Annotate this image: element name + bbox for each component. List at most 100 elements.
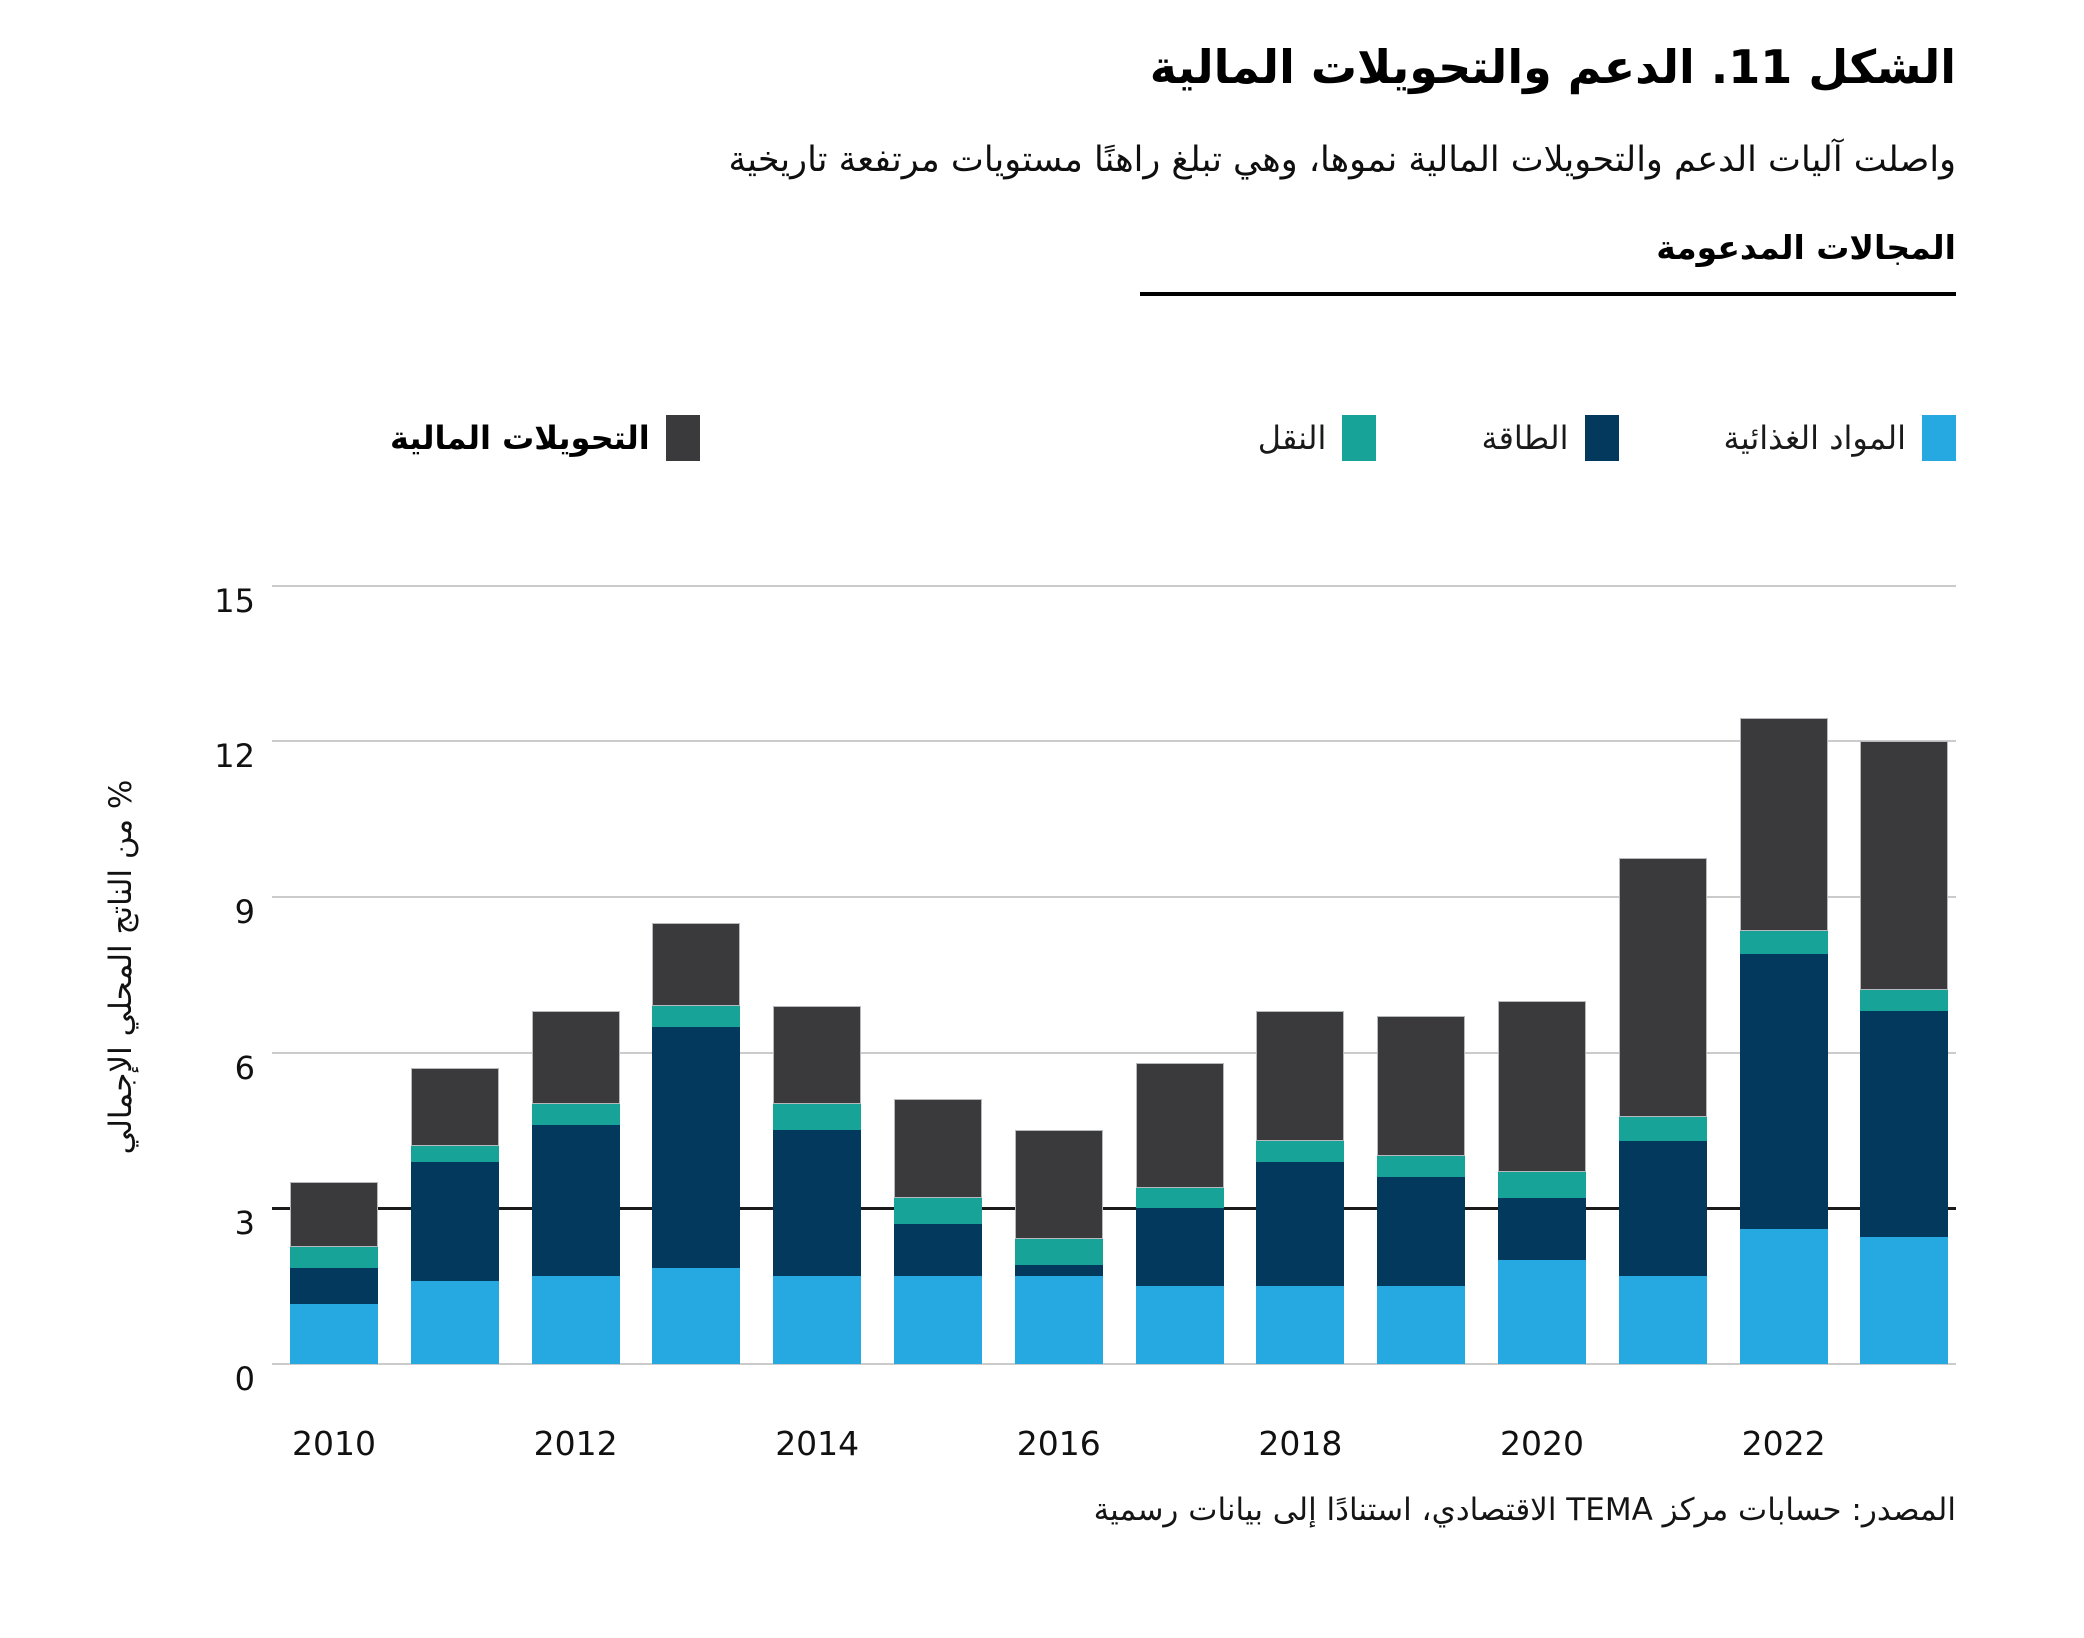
legend-label-transport: النقل: [1257, 419, 1327, 457]
gridline-9: [272, 895, 1956, 898]
bar-segment-transfers-2015: [894, 1099, 982, 1198]
bar-segment-transfers-2013: [652, 922, 741, 1006]
bar-2015: [894, 1099, 982, 1364]
x-tick-label-2012: 2012: [533, 1424, 618, 1463]
gridline-3: [272, 1206, 1956, 1210]
bar-segment-transfers-2012: [531, 1011, 620, 1105]
bar-segment-energy-2012: [531, 1125, 620, 1276]
bar-segment-energy-2015: [894, 1223, 982, 1276]
x-tick-label-2020: 2020: [1500, 1424, 1584, 1463]
bar-segment-transfers-2018: [1256, 1011, 1345, 1141]
bar-2021: [1618, 857, 1707, 1364]
bar-segment-food-2020: [1498, 1260, 1586, 1364]
bar-segment-food-2010: [290, 1304, 378, 1364]
page-title: الشكل 11. الدعم والتحويلات المالية: [1149, 40, 1956, 94]
y-tick-label-0: 0: [234, 1360, 255, 1398]
bar-segment-energy-2018: [1256, 1161, 1345, 1287]
food-swatch: [1922, 415, 1956, 461]
bar-segment-food-2022: [1739, 1229, 1828, 1364]
bar-segment-energy-2019: [1377, 1177, 1466, 1287]
y-tick-label-3: 3: [234, 1204, 255, 1243]
y-tick-label-6: 6: [234, 1048, 255, 1087]
bar-segment-transfers-2016: [1014, 1130, 1103, 1240]
bar-2012: [531, 1011, 620, 1364]
bar-2022: [1739, 717, 1828, 1364]
legend-item-energy: الطاقة: [1481, 415, 1619, 461]
bar-segment-transport-2018: [1256, 1140, 1345, 1162]
bar-2016: [1014, 1130, 1103, 1364]
bar-2018: [1256, 1011, 1345, 1364]
bar-2020: [1498, 1000, 1586, 1364]
gridline-6: [272, 1051, 1956, 1054]
bar-segment-food-2017: [1135, 1286, 1224, 1364]
legend-label-transfers: التحويلات المالية: [390, 419, 650, 457]
bar-segment-transport-2021: [1618, 1117, 1707, 1141]
legend-label-energy: الطاقة: [1481, 419, 1569, 457]
bar-segment-transfers-2022: [1739, 717, 1828, 931]
bar-segment-food-2013: [652, 1267, 741, 1364]
bar-segment-energy-2013: [652, 1026, 741, 1268]
bar-segment-transfers-2019: [1377, 1016, 1466, 1157]
bar-segment-transfers-2011: [410, 1068, 499, 1146]
bar-segment-transport-2015: [894, 1197, 982, 1224]
legend-item-transfers: التحويلات المالية: [390, 415, 700, 461]
bar-segment-transfers-2017: [1135, 1062, 1224, 1188]
bar-segment-food-2023: [1860, 1236, 1949, 1364]
bar-segment-energy-2023: [1860, 1011, 1949, 1237]
bar-segment-transport-2014: [773, 1104, 862, 1131]
bar-2010: [290, 1182, 378, 1364]
bar-2017: [1135, 1062, 1224, 1364]
bar-segment-transport-2023: [1860, 990, 1949, 1012]
bar-segment-energy-2016: [1014, 1265, 1103, 1276]
bar-segment-transfers-2021: [1618, 857, 1707, 1118]
x-tick-label-2016: 2016: [1016, 1424, 1101, 1463]
bar-segment-energy-2011: [410, 1161, 499, 1281]
bar-segment-transfers-2010: [290, 1182, 378, 1248]
transfers-swatch: [665, 415, 700, 461]
x-tick-label-2022: 2022: [1741, 1424, 1826, 1463]
legend-underline-rule: [1140, 292, 1956, 296]
legend-item-transport: النقل: [1258, 415, 1377, 461]
bar-segment-transport-2013: [652, 1005, 741, 1027]
bar-segment-transport-2020: [1498, 1171, 1586, 1198]
bar-segment-transfers-2023: [1860, 741, 1949, 991]
y-tick-label-9: 9: [234, 892, 255, 931]
bar-segment-food-2015: [894, 1275, 982, 1364]
bar-2019: [1377, 1016, 1466, 1364]
bar-segment-energy-2017: [1135, 1208, 1224, 1287]
bar-segment-energy-2010: [290, 1267, 378, 1305]
y-tick-label-15: 15: [214, 581, 255, 620]
bar-segment-transfers-2014: [773, 1005, 862, 1105]
source-note: المصدر: حسابات مركز TEMA الاقتصادي، استن…: [1093, 1492, 1956, 1528]
energy-swatch: [1584, 415, 1619, 461]
bar-segment-transport-2022: [1739, 930, 1828, 954]
bar-segment-transport-2017: [1135, 1187, 1224, 1209]
bar-segment-food-2019: [1377, 1286, 1466, 1364]
gridline-0: [272, 1363, 1956, 1365]
transport-swatch: [1342, 415, 1377, 461]
bar-segment-food-2016: [1014, 1275, 1103, 1364]
bar-segment-transport-2010: [290, 1247, 378, 1268]
legend-label-food: المواد الغذائية: [1723, 419, 1906, 457]
bar-segment-transport-2019: [1377, 1156, 1466, 1178]
bar-segment-transfers-2020: [1498, 1000, 1586, 1172]
bar-segment-food-2012: [531, 1275, 620, 1364]
bar-2013: [652, 922, 741, 1364]
gridline-12: [272, 740, 1956, 743]
bar-2014: [773, 1005, 862, 1364]
legend-item-food: المواد الغذائية: [1724, 415, 1956, 461]
gridline-15: [272, 584, 1956, 587]
x-tick-label-2018: 2018: [1258, 1424, 1343, 1463]
bar-segment-energy-2020: [1498, 1197, 1586, 1261]
bar-segment-energy-2022: [1739, 953, 1828, 1230]
bar-segment-transport-2011: [410, 1146, 499, 1162]
y-tick-label-12: 12: [214, 737, 255, 776]
figure-subtitle: واصلت آليات الدعم والتحويلات المالية نمو…: [728, 140, 1956, 180]
bar-segment-energy-2014: [773, 1130, 862, 1276]
legend-section-title: المجالات المدعومة: [1656, 228, 1956, 267]
bar-segment-food-2018: [1256, 1286, 1345, 1364]
bar-2023: [1860, 741, 1949, 1364]
bar-segment-energy-2021: [1618, 1140, 1707, 1276]
